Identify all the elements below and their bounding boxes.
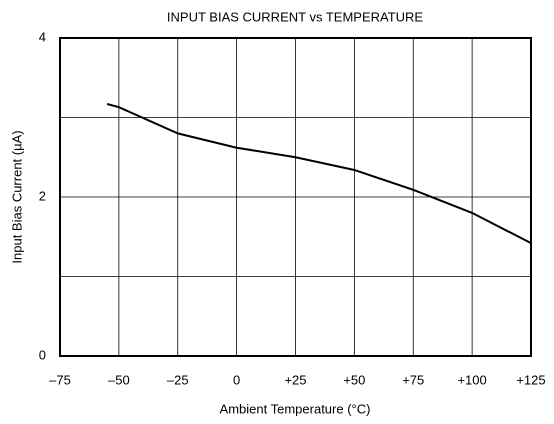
x-tick-label: +75	[402, 372, 424, 387]
x-tick-label: +25	[284, 372, 306, 387]
x-tick-label: +125	[516, 372, 545, 387]
x-axis-label: Ambient Temperature (°C)	[220, 401, 371, 416]
x-tick-label: –50	[108, 372, 130, 387]
data-line	[106, 103, 532, 244]
y-tick-label: 0	[39, 347, 46, 362]
y-axis-label: Input Bias Current (µA)	[9, 130, 24, 263]
x-tick-label: –75	[49, 372, 71, 387]
y-tick-label: 4	[39, 29, 46, 44]
x-tick-label: 0	[233, 372, 240, 387]
x-tick-label: +100	[457, 372, 486, 387]
chart-title: INPUT BIAS CURRENT vs TEMPERATURE	[167, 9, 424, 24]
y-tick-label: 2	[39, 188, 46, 203]
x-tick-label: +50	[343, 372, 365, 387]
x-tick-label: –25	[167, 372, 189, 387]
plot-frame	[59, 37, 532, 357]
